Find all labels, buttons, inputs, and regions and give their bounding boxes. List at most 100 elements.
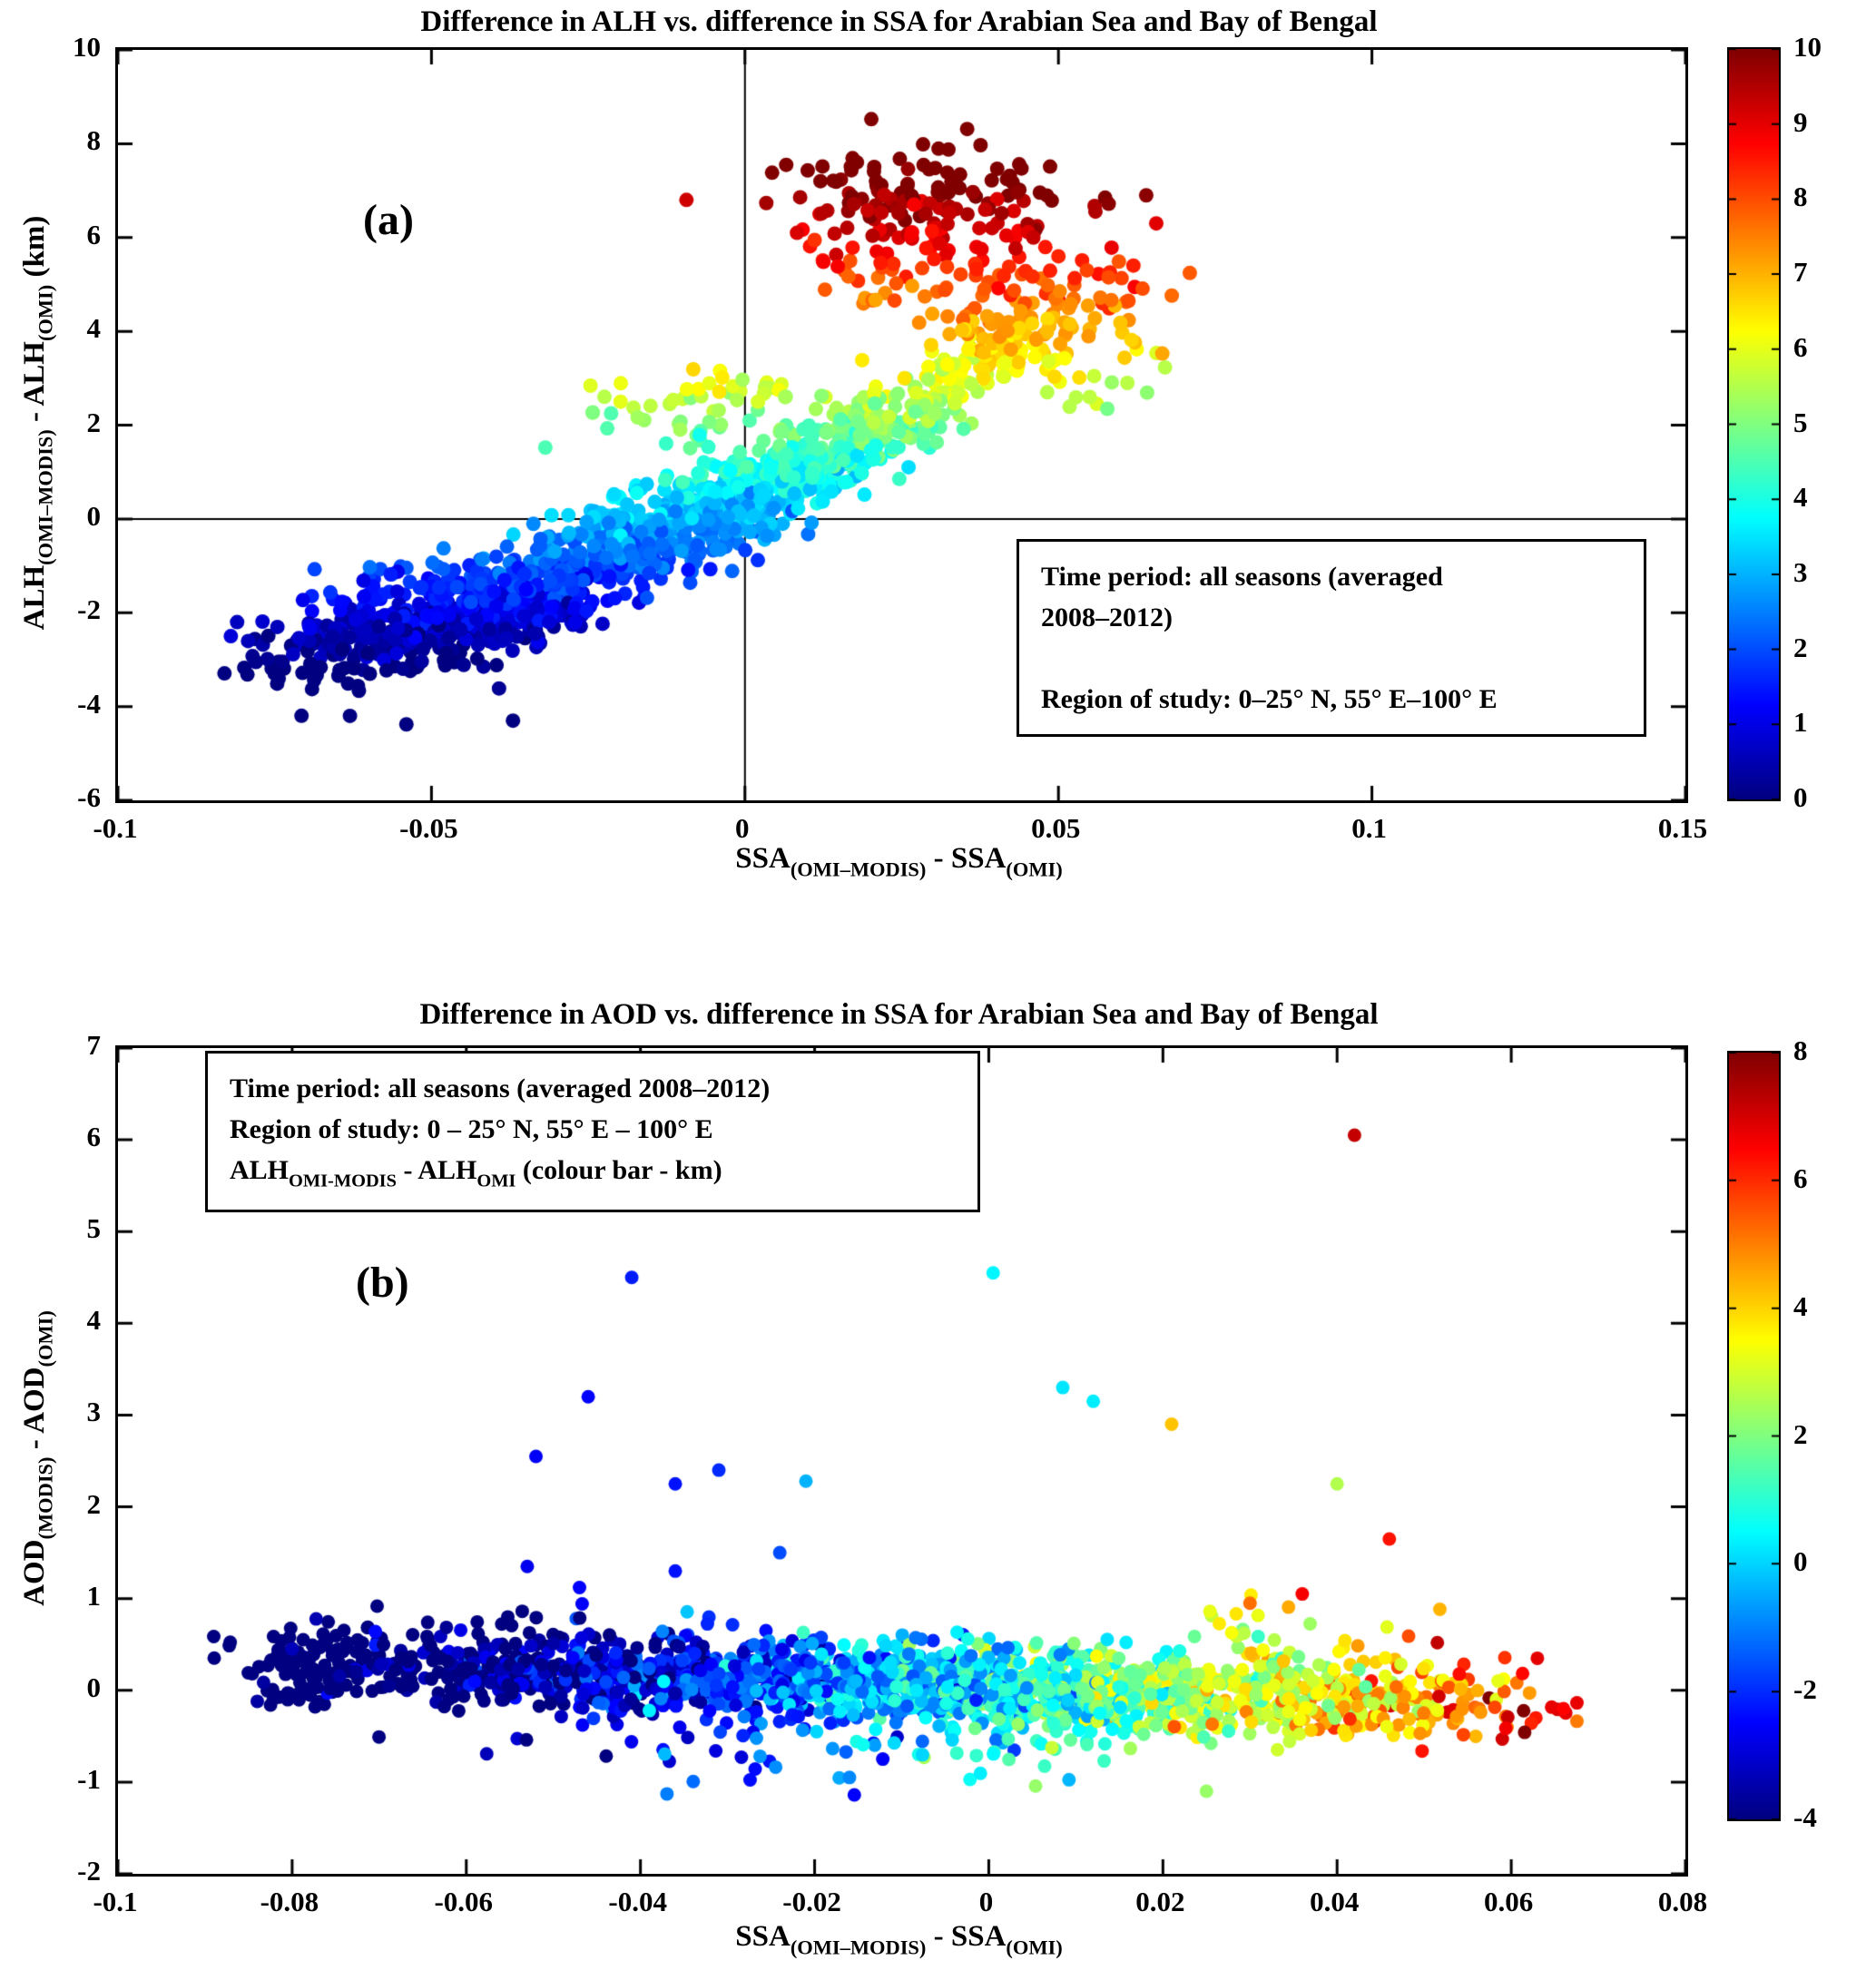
y-tick-label: 0 xyxy=(86,499,102,532)
x-tick-label: -0.1 xyxy=(93,812,138,844)
colorbar-tick-label: 8 xyxy=(1793,181,1808,213)
x-tick-label: -0.04 xyxy=(608,1886,667,1917)
colorbar-tick-label: 9 xyxy=(1793,105,1808,138)
colorbar-tick-label: 3 xyxy=(1793,555,1808,588)
colorbar-tick-label: 5 xyxy=(1793,406,1808,438)
text-run: Time period: all seasons (averaged 2008–… xyxy=(230,1073,771,1103)
colorbar-tick-label: 8 xyxy=(1793,1034,1808,1066)
y-tick-label: 0 xyxy=(86,1671,102,1703)
annotation-line: Region of study: 0–25° N, 55° E–100° E xyxy=(1041,679,1622,720)
annotation-line: Time period: all seasons (averaged 2008–… xyxy=(230,1068,956,1109)
subscript: OMI-MODIS xyxy=(289,1171,397,1191)
x-tick-label: 0.1 xyxy=(1351,812,1387,844)
text-run: (colour bar - km) xyxy=(516,1155,722,1185)
panel-b-title: Difference in AOD vs. difference in SSA … xyxy=(419,998,1379,1031)
x-tick-label: -0.1 xyxy=(93,1886,138,1917)
text-run: - AOD xyxy=(18,1367,51,1457)
annotation-line: Region of study: 0 – 25° N, 55° E – 100°… xyxy=(230,1109,956,1150)
y-tick-label: -2 xyxy=(77,1855,101,1887)
y-tick-label: -2 xyxy=(77,593,101,626)
colorbar-tick-label: 2 xyxy=(1793,1417,1808,1450)
subscript: (OMI–MODIS) xyxy=(790,1936,927,1959)
text-run: ALH xyxy=(230,1155,290,1185)
colorbar-tick-label: 0 xyxy=(1793,781,1808,813)
y-tick-label: 10 xyxy=(73,31,101,63)
text-run: Region of study: 0 – 25° N, 55° E – 100°… xyxy=(230,1114,713,1144)
y-tick-label: 5 xyxy=(86,1212,102,1245)
colorbar-tick-label: 2 xyxy=(1793,631,1808,663)
text-run: 2008–2012) xyxy=(1041,603,1173,632)
text-run: (km) xyxy=(18,215,51,285)
colorbar-tick-label: -2 xyxy=(1793,1673,1817,1706)
panel-a-y-axis-label: ALH(OMI–MODIS) - ALH(OMI) (km) xyxy=(18,215,57,630)
x-tick-label: -0.08 xyxy=(260,1886,319,1917)
subscript: OMI xyxy=(476,1171,516,1191)
panel-a-label: (a) xyxy=(363,196,414,244)
text-run: - SSA xyxy=(926,842,1007,875)
text-run: Time period: all seasons (averaged xyxy=(1041,562,1443,592)
y-tick-label: 1 xyxy=(86,1579,102,1612)
y-tick-label: 4 xyxy=(86,1304,102,1337)
subscript: (MODIS) xyxy=(34,1456,57,1540)
text-run: - ALH xyxy=(18,340,51,429)
x-tick-label: 0.02 xyxy=(1135,1886,1185,1917)
text-run: - SSA xyxy=(926,1920,1007,1953)
x-tick-label: 0.15 xyxy=(1657,812,1708,844)
panel-a-colorbar xyxy=(1727,47,1781,801)
y-tick-label: -6 xyxy=(77,781,101,813)
x-tick-label: 0 xyxy=(735,812,750,844)
subscript: (OMI) xyxy=(34,1310,57,1367)
colorbar-tick-label: 6 xyxy=(1793,330,1808,363)
panel-b-annotation-box: Time period: all seasons (averaged 2008–… xyxy=(205,1051,980,1213)
panel-b-colorbar xyxy=(1727,1051,1781,1821)
annotation-line xyxy=(1041,638,1622,679)
y-tick-label: 3 xyxy=(86,1396,102,1428)
x-tick-label: 0.04 xyxy=(1310,1886,1360,1917)
subscript: (OMI–MODIS) xyxy=(34,428,57,565)
subscript: (OMI) xyxy=(34,284,57,341)
annotation-line: Time period: all seasons (averaged xyxy=(1041,556,1622,597)
y-tick-label: 6 xyxy=(86,218,102,250)
y-tick-label: -1 xyxy=(77,1762,101,1795)
y-tick-label: 2 xyxy=(86,406,102,438)
text-run: Region of study: 0–25° N, 55° E–100° E xyxy=(1041,684,1498,714)
panel-a-annotation-box: Time period: all seasons (averaged 2008–2… xyxy=(1017,539,1646,737)
colorbar-tick-label: 7 xyxy=(1793,256,1808,289)
text-run: AOD xyxy=(18,1539,51,1606)
x-tick-label: -0.02 xyxy=(782,1886,841,1917)
y-tick-label: 6 xyxy=(86,1121,102,1153)
colorbar-tick-label: -4 xyxy=(1793,1801,1817,1833)
panel-a-title: Difference in ALH vs. difference in SSA … xyxy=(420,5,1378,38)
y-tick-label: 4 xyxy=(86,312,102,345)
panel-a-x-axis-label: SSA(OMI–MODIS) - SSA(OMI) xyxy=(735,842,1062,881)
text-run: - ALH xyxy=(396,1155,477,1185)
subscript: (OMI) xyxy=(1006,858,1063,881)
colorbar-tick-label: 6 xyxy=(1793,1162,1808,1194)
annotation-line: 2008–2012) xyxy=(1041,597,1622,638)
text-run: SSA xyxy=(735,842,791,875)
text-run xyxy=(1041,643,1048,673)
annotation-line: ALHOMI-MODIS - ALHOMI (colour bar - km) xyxy=(230,1150,956,1195)
x-tick-label: 0.05 xyxy=(1031,812,1081,844)
colorbar-tick-label: 4 xyxy=(1793,1289,1808,1322)
colorbar-tick-label: 1 xyxy=(1793,706,1808,739)
y-tick-label: 2 xyxy=(86,1487,102,1520)
y-tick-label: -4 xyxy=(77,687,101,720)
x-tick-label: -0.06 xyxy=(434,1886,494,1917)
panel-b-y-axis-label: AOD(MODIS) - AOD(OMI) xyxy=(18,1310,57,1606)
x-tick-label: 0.06 xyxy=(1483,1886,1534,1917)
subscript: (OMI) xyxy=(1006,1936,1063,1959)
panel-b-x-axis-label: SSA(OMI–MODIS) - SSA(OMI) xyxy=(735,1920,1062,1959)
subscript: (OMI–MODIS) xyxy=(790,858,927,881)
x-tick-label: 0.08 xyxy=(1657,1886,1708,1917)
text-run: ALH xyxy=(18,564,51,630)
colorbar-tick-label: 4 xyxy=(1793,481,1808,514)
colorbar-tick-label: 0 xyxy=(1793,1545,1808,1578)
x-tick-label: -0.05 xyxy=(399,812,458,844)
x-tick-label: 0 xyxy=(978,1886,994,1917)
panel-b-label: (b) xyxy=(356,1259,409,1307)
text-run: SSA xyxy=(735,1920,791,1953)
y-tick-label: 7 xyxy=(86,1029,102,1061)
colorbar-tick-label: 10 xyxy=(1793,31,1822,63)
